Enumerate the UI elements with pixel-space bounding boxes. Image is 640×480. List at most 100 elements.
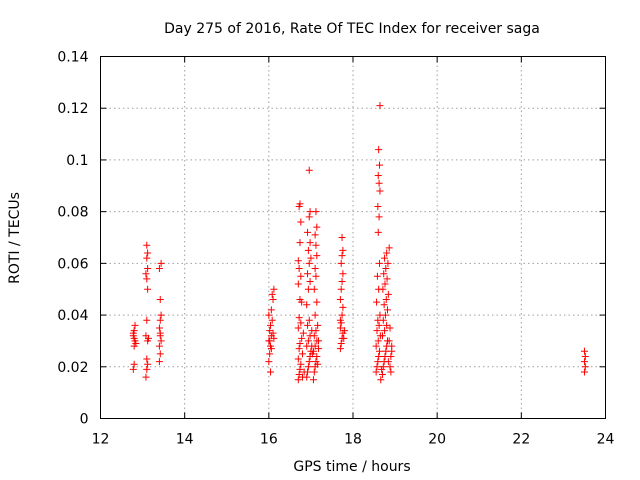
data-point xyxy=(384,259,392,267)
data-point xyxy=(266,337,274,345)
data-point xyxy=(580,347,588,355)
data-point xyxy=(306,277,314,285)
data-point xyxy=(341,327,349,335)
data-point xyxy=(310,332,318,340)
data-point xyxy=(375,352,383,360)
data-point xyxy=(144,334,152,342)
data-point xyxy=(338,277,346,285)
data-point xyxy=(294,257,302,265)
data-point xyxy=(303,373,311,381)
data-point xyxy=(298,298,306,306)
data-point xyxy=(130,334,138,342)
data-point xyxy=(339,303,347,311)
data-point xyxy=(376,161,384,169)
data-point xyxy=(267,368,275,376)
data-point xyxy=(313,223,321,231)
data-points xyxy=(129,102,589,384)
data-point xyxy=(336,345,344,353)
data-point xyxy=(132,340,140,348)
data-point xyxy=(375,321,383,329)
data-point xyxy=(296,200,304,208)
data-point xyxy=(265,358,273,366)
data-point xyxy=(379,285,387,293)
data-point xyxy=(131,321,139,329)
data-point xyxy=(375,146,383,154)
data-point xyxy=(384,306,392,314)
data-point xyxy=(383,249,391,257)
x-tick-label: 24 xyxy=(597,432,615,448)
data-point xyxy=(381,327,389,335)
data-point xyxy=(295,265,303,273)
data-point xyxy=(379,363,387,371)
data-point xyxy=(267,321,275,329)
data-point xyxy=(157,311,165,319)
data-point xyxy=(156,296,164,304)
data-point xyxy=(378,332,386,340)
data-point xyxy=(299,350,306,358)
data-point xyxy=(156,350,164,358)
y-tick-label: 0.08 xyxy=(57,205,88,221)
data-point xyxy=(306,239,314,247)
x-tick-label: 16 xyxy=(260,432,278,448)
data-point xyxy=(142,373,150,381)
data-point xyxy=(144,360,152,368)
data-point xyxy=(379,316,387,324)
data-point xyxy=(375,179,383,187)
data-point xyxy=(337,340,345,348)
data-point xyxy=(387,352,395,360)
data-point xyxy=(337,285,345,293)
data-point xyxy=(581,363,589,371)
data-point xyxy=(374,228,382,236)
data-point xyxy=(306,208,314,216)
data-point xyxy=(381,352,389,360)
data-point xyxy=(339,246,347,254)
data-point xyxy=(297,218,305,226)
data-point xyxy=(376,102,384,110)
data-point xyxy=(381,311,389,319)
data-point xyxy=(580,368,588,376)
data-point xyxy=(373,272,381,280)
data-point xyxy=(304,363,312,371)
data-point xyxy=(382,347,390,355)
data-point xyxy=(296,239,304,247)
data-point xyxy=(314,360,322,368)
data-point xyxy=(144,249,152,257)
data-point xyxy=(373,327,381,335)
data-point xyxy=(310,368,318,376)
data-point xyxy=(336,296,344,304)
data-point xyxy=(298,334,306,342)
data-point xyxy=(580,358,588,366)
chart-title: Day 275 of 2016, Rate Of TEC Index for r… xyxy=(164,21,540,37)
tick-labels: 12 14 16 18 20 22 24 0 0.02 0.04 0.06 0.08 0.1 0.12 0.… xyxy=(57,50,614,448)
data-point xyxy=(376,259,384,267)
data-point xyxy=(269,329,277,337)
data-point xyxy=(305,166,313,174)
data-point xyxy=(312,241,320,249)
data-point xyxy=(155,342,163,350)
data-point xyxy=(374,337,382,345)
data-point xyxy=(381,280,389,288)
data-point xyxy=(383,275,391,283)
data-point xyxy=(313,352,321,360)
data-point xyxy=(304,337,312,345)
data-point xyxy=(376,347,384,355)
data-point xyxy=(265,311,273,319)
data-point xyxy=(388,347,396,355)
data-point xyxy=(373,298,381,306)
data-point xyxy=(294,324,302,332)
data-point xyxy=(340,334,348,342)
plot-frame xyxy=(100,56,606,419)
y-tick-label: 0.12 xyxy=(57,101,88,117)
data-point xyxy=(144,285,152,293)
y-axis-label: ROTI / TECUs xyxy=(7,192,23,284)
data-point xyxy=(384,290,392,298)
x-tick-label: 12 xyxy=(92,432,110,448)
data-point xyxy=(294,376,302,384)
data-point xyxy=(312,272,320,280)
data-point xyxy=(266,350,274,358)
data-point xyxy=(296,340,304,348)
data-point xyxy=(155,265,163,273)
data-point xyxy=(314,337,322,345)
data-point xyxy=(382,265,390,273)
